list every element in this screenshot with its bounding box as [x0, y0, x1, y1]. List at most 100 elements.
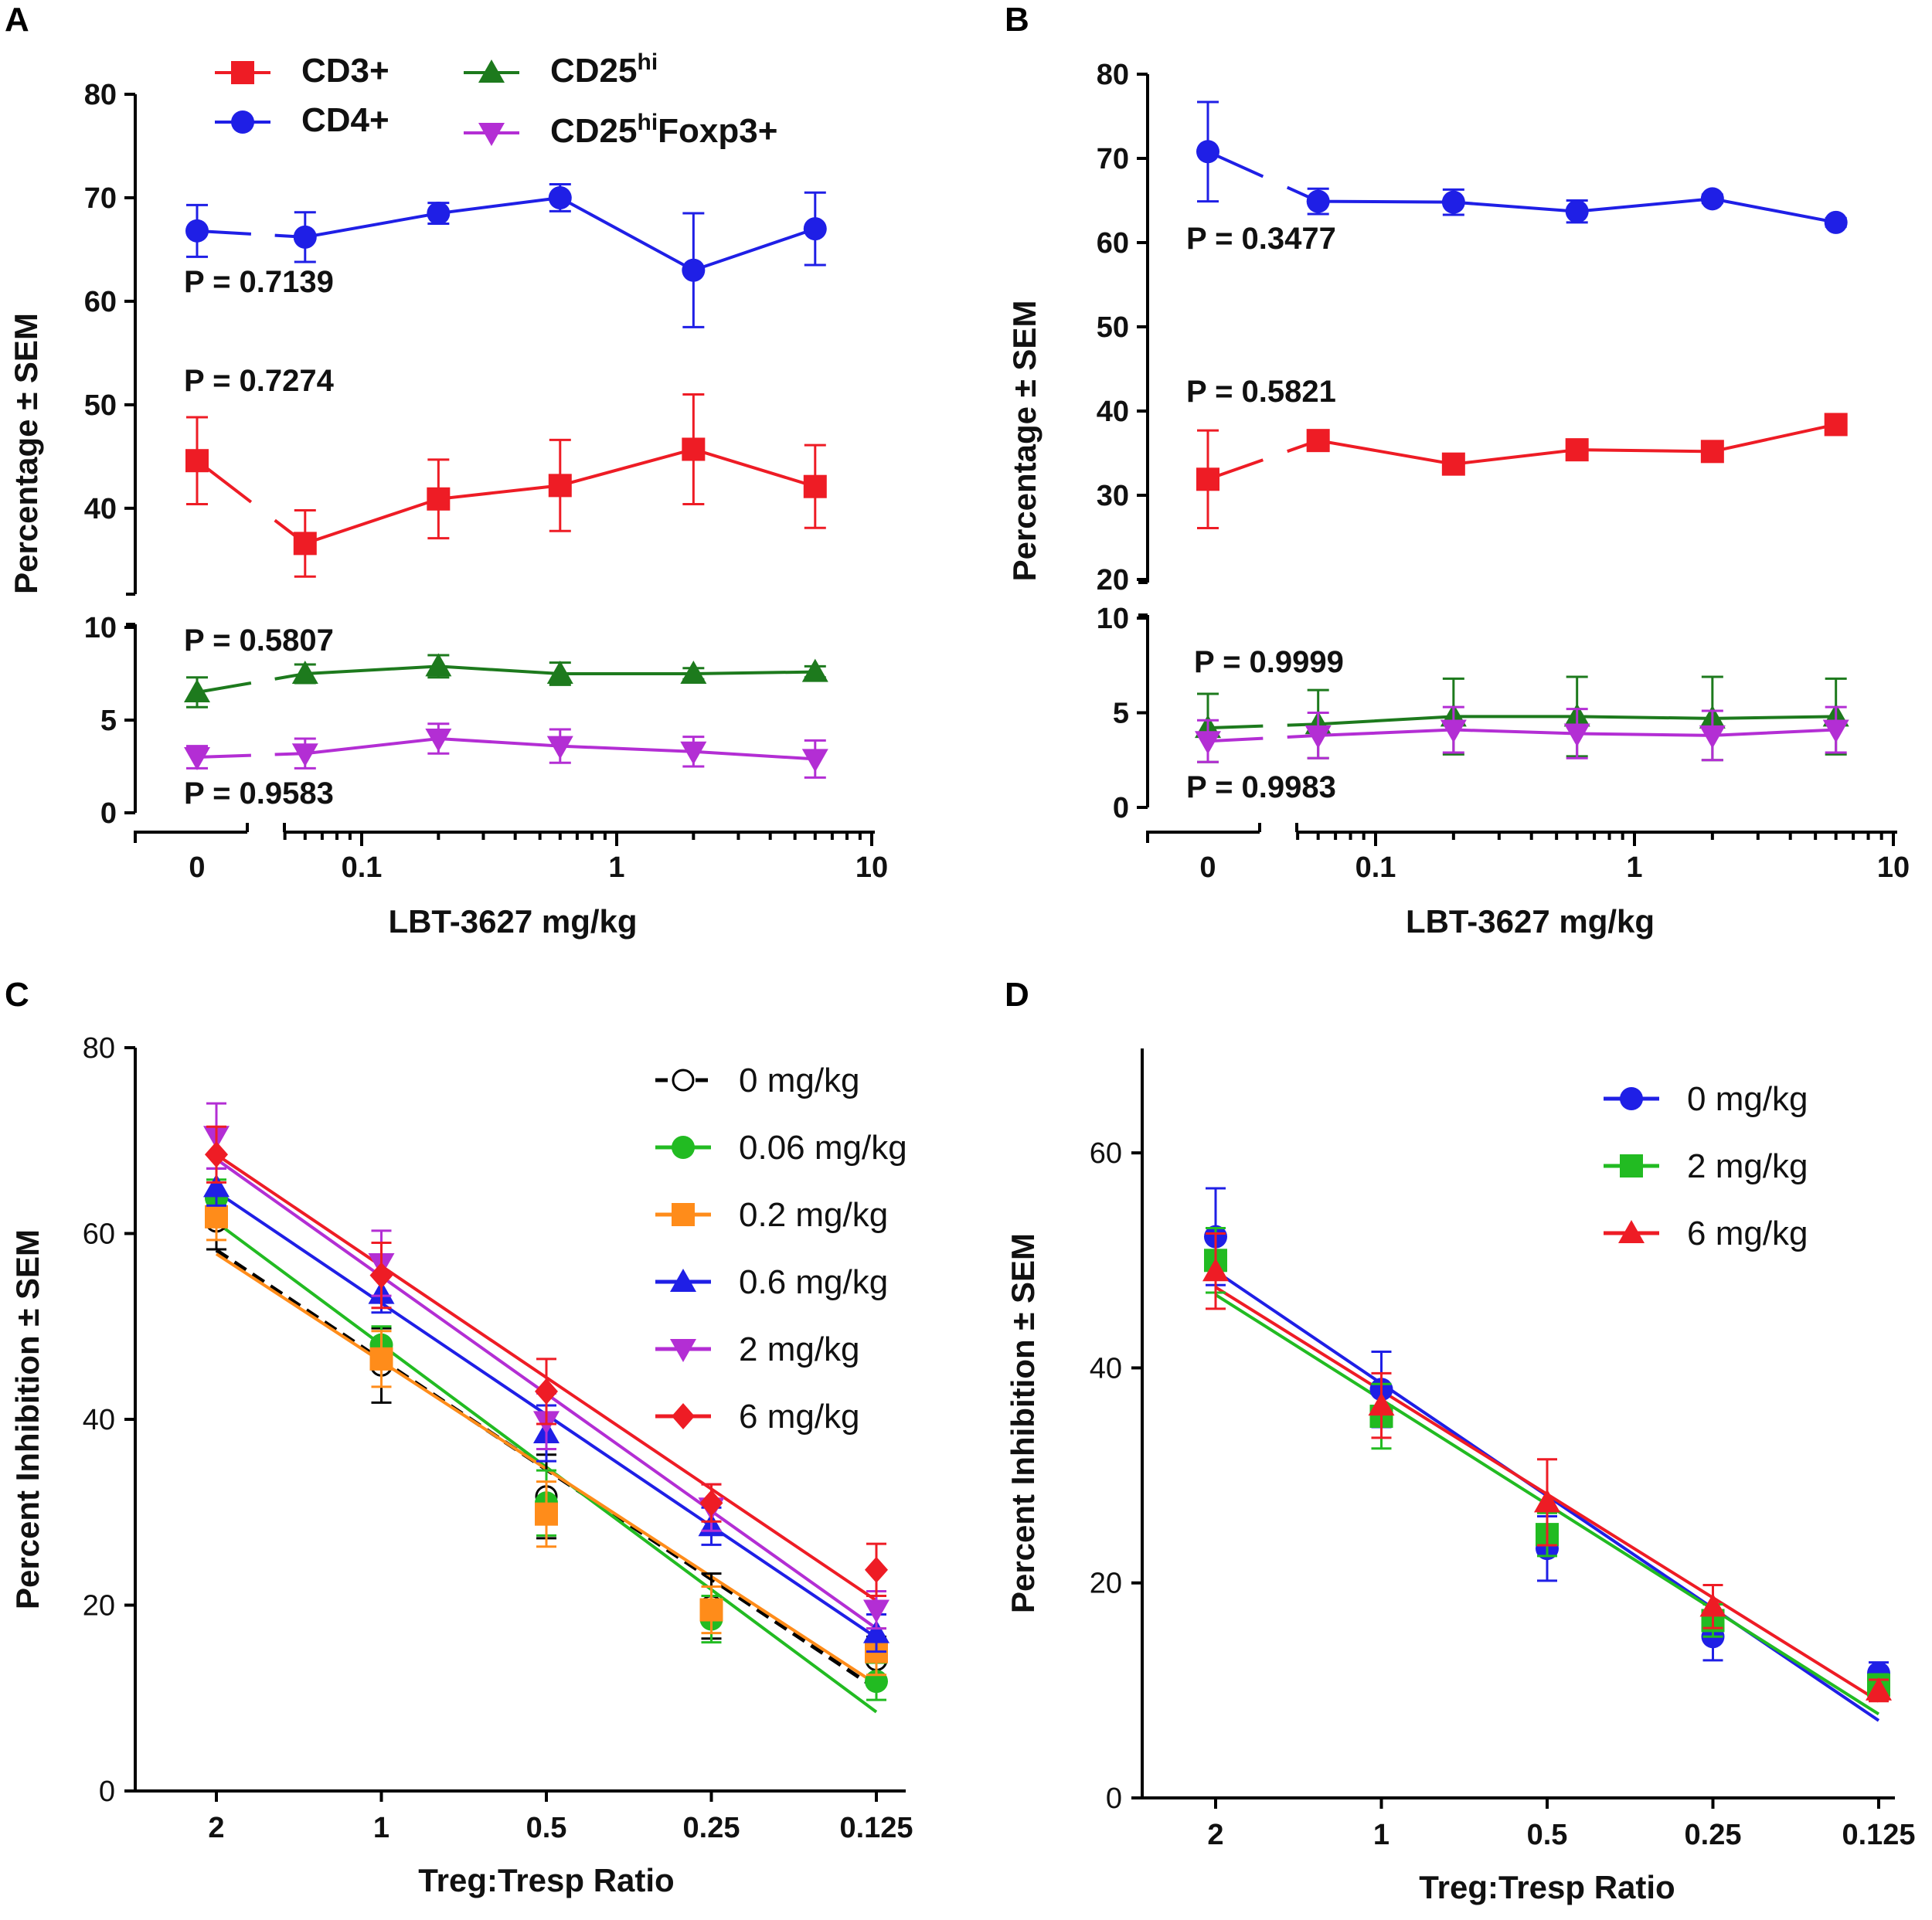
y-tick-label-lower-10: 10 — [1097, 603, 1129, 635]
y-tick-label-upper-20: 20 — [1097, 564, 1129, 596]
legend-label-cd3: CD3+ — [301, 52, 389, 90]
data-point-cd4 — [682, 258, 706, 282]
data-point-cd3 — [1700, 440, 1724, 464]
legend-marker-6-mg-kg — [672, 1403, 695, 1429]
x-tick-label-0-125: 0.125 — [839, 1812, 913, 1844]
series-line-cd25hi — [1287, 715, 1836, 727]
x-tick-label-2: 2 — [208, 1812, 224, 1844]
legend-label-0-mg-kg: 0 mg/kg — [1687, 1080, 1808, 1118]
legend-label-2-mg-kg: 2 mg/kg — [739, 1330, 860, 1368]
y-tick-label-40: 40 — [1090, 1352, 1122, 1385]
data-point-6-mg-kg — [1699, 1593, 1726, 1617]
series-line-cd25hifoxp3-zero — [1207, 736, 1264, 743]
data-point-0-2-mg-kg — [535, 1502, 558, 1526]
data-point-cd25hi — [801, 658, 828, 682]
y-tick-label-20: 20 — [1090, 1568, 1122, 1600]
y-tick-label-lower-0: 0 — [1113, 792, 1129, 824]
data-point-cd3 — [1565, 438, 1589, 462]
legend-label-2-mg-kg: 2 mg/kg — [1687, 1147, 1808, 1185]
data-point-6-mg-kg — [535, 1378, 558, 1405]
legend-label-0-2-mg-kg: 0.2 mg/kg — [739, 1196, 888, 1234]
data-point-cd25hifoxp3 — [1563, 723, 1590, 747]
legend-marker-cd3 — [231, 61, 254, 84]
y-axis-title: Percent Inhibition ± SEM — [9, 1229, 46, 1609]
data-point-6-mg-kg — [1368, 1392, 1395, 1416]
data-point-cd25hifoxp3 — [1304, 725, 1332, 749]
x-tick-label-0-25: 0.25 — [683, 1812, 740, 1844]
data-point-cd4 — [1565, 199, 1589, 223]
data-point-0-6-mg-kg — [203, 1174, 230, 1198]
data-point-6-mg-kg — [1534, 1489, 1560, 1513]
data-point-cd3 — [682, 437, 706, 461]
x-tick-label-0-5: 0.5 — [526, 1812, 567, 1844]
data-point-cd25hi — [184, 679, 210, 702]
y-tick-label-20: 20 — [83, 1590, 115, 1623]
data-point-6-mg-kg — [1202, 1258, 1229, 1282]
p-value-cd25hi: P = 0.9999 — [1194, 645, 1344, 679]
y-tick-label-upper-70: 70 — [84, 182, 117, 215]
x-tick-label-10: 10 — [855, 851, 888, 884]
data-point-cd25hifoxp3 — [1699, 725, 1726, 749]
y-tick-label-60: 60 — [83, 1218, 115, 1251]
legend-label-cd25hi: CD25hi — [550, 49, 658, 90]
data-point-cd25hi — [291, 661, 318, 684]
legend-marker-cd25hi — [478, 59, 505, 83]
legend-marker-2-mg-kg — [670, 1339, 696, 1362]
legend-label-cd25hifoxp3: CD25hiFoxp3+ — [550, 110, 777, 150]
legend-marker-2-mg-kg — [1620, 1154, 1643, 1177]
y-tick-label-upper-70: 70 — [1097, 143, 1129, 175]
x-tick-label-1: 1 — [1626, 851, 1642, 884]
y-tick-label-lower-0: 0 — [100, 797, 117, 830]
legend-marker-0-mg-kg — [1620, 1087, 1643, 1110]
data-point-cd25hi — [425, 653, 452, 677]
panel-c-chart: 0 20 40 60 80 2 1 0.5 0.25 0.125 Treg:Tresp Ratio P… — [9, 1032, 913, 1898]
legend-marker-0-2-mg-kg — [672, 1203, 695, 1226]
data-point-cd3 — [1196, 467, 1219, 491]
series-line-cd4 — [274, 195, 816, 272]
panel-label-d: D — [1005, 976, 1029, 1014]
data-point-cd4 — [1441, 190, 1465, 214]
data-point-cd25hi — [680, 661, 707, 684]
legend-marker-cd4 — [231, 110, 254, 134]
data-point-cd3 — [548, 474, 572, 498]
data-point-cd25hifoxp3 — [291, 743, 318, 767]
data-point-6-mg-kg — [205, 1141, 228, 1168]
y-tick-label-upper-30: 30 — [1097, 480, 1129, 512]
x-tick-label-0-25: 0.25 — [1685, 1819, 1742, 1851]
x-tick-label-0-5: 0.5 — [1527, 1819, 1568, 1851]
x-tick-label-1: 1 — [373, 1812, 389, 1844]
data-point-6-mg-kg — [1866, 1677, 1892, 1701]
legend-marker-cd25hifoxp3 — [478, 123, 505, 146]
y-tick-label-lower-5: 5 — [1113, 698, 1129, 730]
data-point-cd25hifoxp3 — [801, 749, 828, 773]
legend-marker-0-6-mg-kg — [670, 1269, 696, 1292]
y-tick-label-upper-50: 50 — [1097, 311, 1129, 344]
series-line-cd25hifoxp3-zero — [196, 753, 251, 759]
x-tick-label-1: 1 — [608, 851, 624, 884]
y-axis-title: Percent Inhibition ± SEM — [1005, 1233, 1041, 1613]
series-line-cd25hi-zero — [196, 681, 252, 694]
legend-marker-0-mg-kg — [672, 1069, 695, 1092]
data-point-6-mg-kg — [699, 1490, 723, 1517]
y-tick-label-0: 0 — [99, 1776, 115, 1808]
legend-label-0-mg-kg: 0 mg/kg — [739, 1062, 860, 1099]
legend-label-0-6-mg-kg: 0.6 mg/kg — [739, 1263, 888, 1301]
y-tick-label-upper-80: 80 — [1097, 59, 1129, 91]
data-point-cd4 — [803, 217, 827, 241]
legend-label-cd4: CD4+ — [301, 101, 389, 139]
data-point-0-2-mg-kg — [205, 1205, 228, 1228]
data-point-cd25hifoxp3 — [680, 741, 707, 765]
y-axis-title: Percentage ± SEM — [1006, 301, 1043, 582]
panel-label-b: B — [1005, 1, 1029, 39]
p-value-cd4: P = 0.3477 — [1186, 222, 1336, 256]
legend-label-6-mg-kg: 6 mg/kg — [1687, 1215, 1808, 1252]
y-tick-label-lower-5: 5 — [100, 705, 117, 737]
data-point-cd4 — [548, 185, 572, 209]
y-tick-label-upper-40: 40 — [84, 493, 117, 525]
p-value-cd3: P = 0.7274 — [184, 364, 335, 398]
data-point-2-mg-kg — [863, 1599, 889, 1623]
data-point-cd3 — [427, 487, 451, 511]
y-tick-label-40: 40 — [83, 1404, 115, 1436]
panel-label-a: A — [5, 1, 29, 39]
